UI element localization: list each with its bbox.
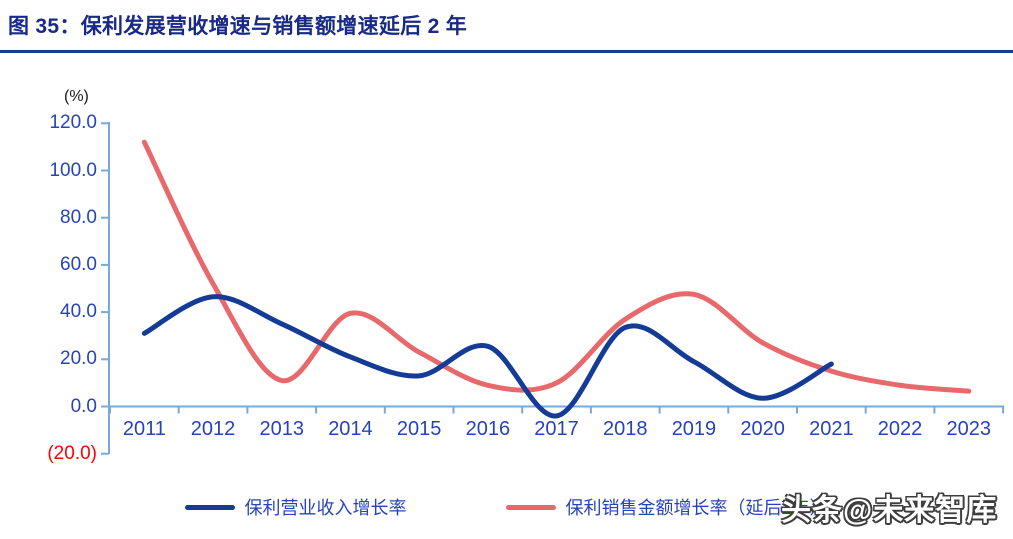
y-tick-label: 80.0 [60,206,97,228]
x-tick-label: 2018 [603,418,648,440]
x-tick-label: 2014 [328,418,373,440]
x-tick-label: 2015 [396,418,442,440]
series-line-0 [141,294,834,419]
y-tick-label: 100.0 [49,159,97,181]
x-tick-label: 2021 [809,418,854,440]
legend-label-revenue-growth: 保利营业收入增长率 [244,498,407,518]
x-tick-label: 2017 [534,418,579,440]
y-tick-label: 60.0 [60,253,97,275]
legend-line-swatch-blue [185,504,236,510]
x-tick-label: 2020 [740,418,785,440]
x-tick-label: 2013 [259,418,305,440]
y-tick-label: 20.0 [60,348,97,370]
legend-item-sales-growth-lagged: 保利销售金额增长率（延后2年） [506,494,828,520]
legend: 保利营业收入增长率 保利销售金额增长率（延后2年） [0,494,1013,520]
series-line-1 [141,139,972,394]
title-underline [0,50,1013,53]
y-tick-label: 0.0 [70,395,97,417]
x-tick-label: 2016 [465,418,511,440]
x-tick-label: 2011 [122,418,166,440]
figure-title: 图 35：保利发展营收增速与销售额增速延后 2 年 [8,15,468,38]
legend-line-swatch-red [506,504,557,510]
legend-label-sales-growth-lagged: 保利销售金额增长率（延后2年） [565,498,828,518]
y-tick-label: (20.0) [47,442,97,464]
y-axis-unit-label: (%) [64,88,89,105]
watermark-text: 头条@未来智库 [781,494,998,527]
x-tick-label: 2012 [190,418,236,440]
x-tick-label: 2019 [671,418,717,440]
legend-item-revenue-growth: 保利营业收入增长率 [185,494,406,520]
x-tick-label: 2022 [877,418,923,440]
x-tick-label: 2023 [946,418,992,440]
y-tick-label: 120.0 [49,112,97,134]
y-tick-label: 40.0 [60,301,97,323]
